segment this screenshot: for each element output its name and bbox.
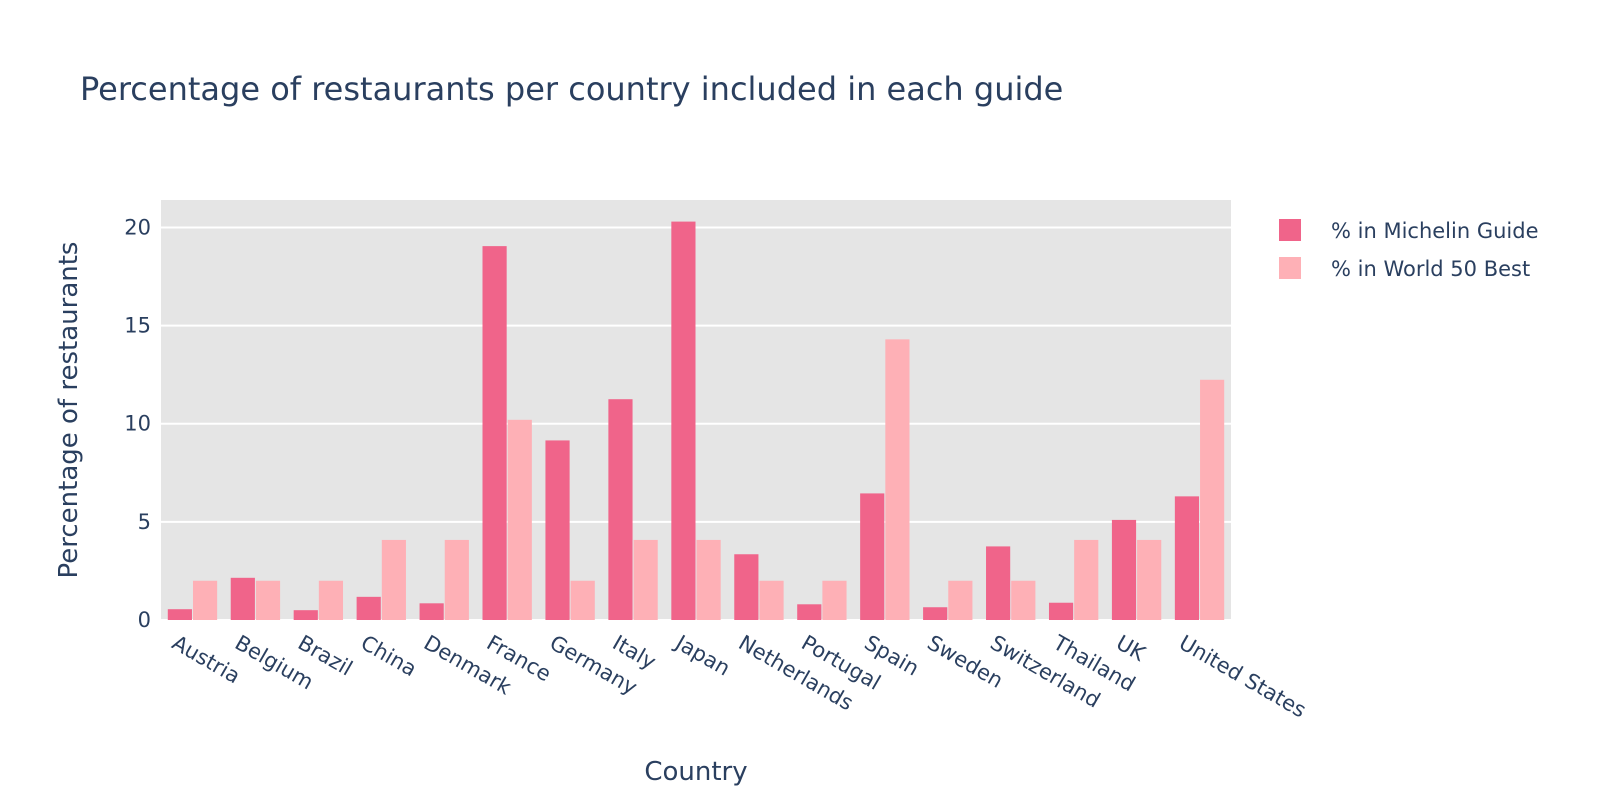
bar xyxy=(356,596,381,620)
plot-area xyxy=(161,200,1231,620)
bar xyxy=(318,580,344,620)
x-tick-label: Austria xyxy=(168,631,244,689)
bar xyxy=(507,419,532,620)
legend: % in Michelin Guide % in World 50 Best xyxy=(1279,219,1539,281)
bar xyxy=(608,399,633,620)
bar xyxy=(444,539,469,620)
y-tick-label: 0 xyxy=(138,608,151,632)
y-tick-label: 20 xyxy=(124,215,151,239)
bar xyxy=(734,554,759,620)
bar xyxy=(1200,379,1225,620)
bar xyxy=(482,246,507,620)
legend-swatch xyxy=(1279,219,1301,241)
bar xyxy=(381,539,406,620)
bar xyxy=(1174,496,1200,620)
bar xyxy=(570,580,595,620)
x-axis-title: Country xyxy=(644,757,747,787)
legend-swatch xyxy=(1279,257,1301,279)
bar xyxy=(419,603,444,620)
y-axis-title: Percentage of restaurants xyxy=(54,242,84,579)
bar xyxy=(633,539,658,620)
x-tick-label: United States xyxy=(1175,631,1310,723)
bar xyxy=(822,580,847,620)
bar xyxy=(1074,539,1099,620)
bar xyxy=(759,580,784,620)
legend-label: % in World 50 Best xyxy=(1331,257,1530,281)
x-tick-label: UK xyxy=(1112,631,1150,667)
bar xyxy=(230,577,255,620)
x-tick-label: China xyxy=(357,631,421,682)
bar xyxy=(948,580,973,620)
bar xyxy=(696,539,721,620)
bar xyxy=(192,580,218,620)
y-tick-labels: 0 5 10 15 20 xyxy=(124,215,151,632)
legend-label: % in Michelin Guide xyxy=(1331,219,1539,243)
bar xyxy=(255,580,281,620)
bar xyxy=(923,607,948,620)
bars xyxy=(167,221,1225,620)
bar xyxy=(545,440,570,620)
bar xyxy=(885,339,910,620)
bar xyxy=(671,221,696,620)
bar xyxy=(1137,539,1162,620)
bar xyxy=(797,604,822,620)
bar xyxy=(1111,519,1137,620)
bar xyxy=(986,546,1011,620)
bar xyxy=(860,493,885,620)
x-tick-label: Japan xyxy=(670,630,734,681)
bar xyxy=(293,610,318,620)
y-tick-label: 10 xyxy=(124,412,151,436)
bar xyxy=(1011,580,1036,620)
y-tick-label: 5 xyxy=(138,510,151,534)
y-tick-label: 15 xyxy=(124,314,151,338)
bar xyxy=(1048,602,1074,620)
chart-title: Percentage of restaurants per country in… xyxy=(80,70,1063,108)
bar xyxy=(167,609,192,620)
